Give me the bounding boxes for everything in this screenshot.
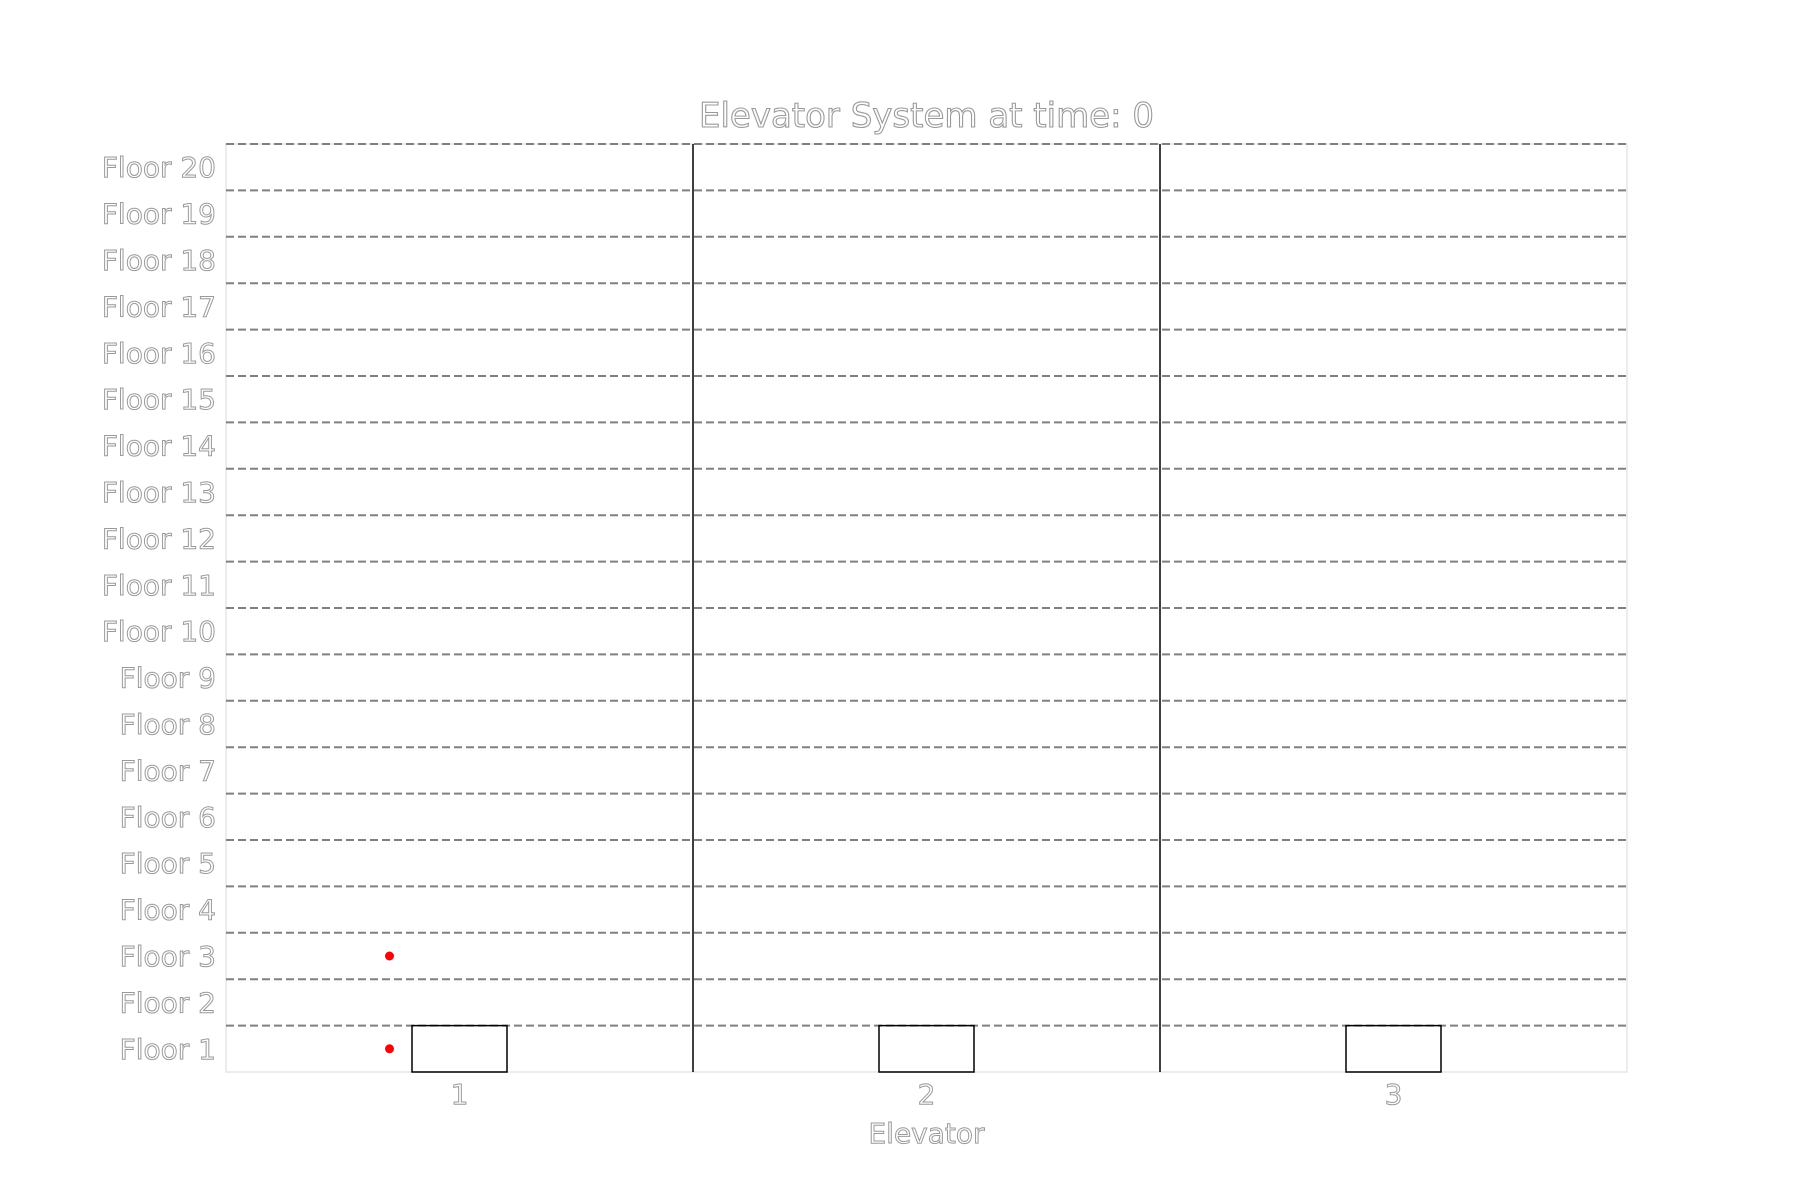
y-tick-label: Floor 11 [102,569,216,602]
y-tick-label: Floor 18 [102,244,216,277]
x-tick-label: 2 [918,1078,936,1111]
y-tick-label: Floor 2 [120,986,216,1019]
y-tick-label: Floor 12 [102,522,216,555]
y-tick-label: Floor 20 [102,151,216,184]
y-tick-label: Floor 7 [120,754,216,787]
waiting-passenger [385,1044,394,1054]
elevator-car-1 [411,1024,508,1073]
y-tick-label: Floor 4 [120,894,216,927]
plot-area [225,143,1628,1073]
y-tick-label: Floor 15 [102,383,216,416]
x-tick-labels: 1 2 3 [450,1078,1403,1112]
y-tick-label: Floor 3 [120,940,216,973]
y-tick-label: Floor 19 [102,198,216,231]
waiting-passenger [385,951,394,961]
elevator-car-2 [878,1024,975,1073]
y-tick-label: Floor 14 [102,430,216,463]
x-tick-label: 1 [451,1078,469,1111]
y-tick-labels: Floor 1 Floor 2 Floor 3 Floor 4 Floor 5 Floor… [101,151,216,1067]
y-tick-label: Floor 10 [102,615,216,648]
elevator-car-3 [1345,1024,1442,1073]
chart-title: Elevator System at time: 0 [699,96,1154,136]
y-tick-label: Floor 5 [120,847,216,880]
y-tick-label: Floor 17 [102,290,216,323]
y-tick-label: Floor 9 [120,662,216,695]
y-tick-label: Floor 1 [120,1033,216,1066]
y-tick-label: Floor 8 [120,708,216,741]
y-tick-label: Floor 6 [120,801,216,834]
y-tick-label: Floor 13 [102,476,216,509]
x-tick-label: 3 [1385,1078,1403,1111]
x-axis-label: Elevator [868,1117,985,1150]
y-tick-label: Floor 16 [102,337,216,370]
